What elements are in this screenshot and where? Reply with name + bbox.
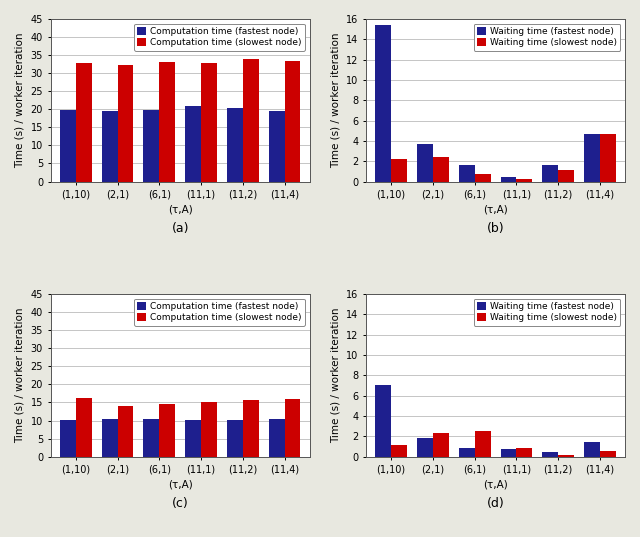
Bar <box>500 177 516 182</box>
Bar <box>459 447 475 456</box>
Bar <box>542 452 558 456</box>
Bar <box>269 112 285 182</box>
Bar <box>433 157 449 182</box>
Legend: Waiting time (fastest node), Waiting time (slowest node): Waiting time (fastest node), Waiting tim… <box>474 24 621 50</box>
Bar <box>201 63 217 182</box>
Legend: Waiting time (fastest node), Waiting time (slowest node): Waiting time (fastest node), Waiting tim… <box>474 299 621 325</box>
X-axis label: (τ,A): (τ,A) <box>168 205 193 215</box>
Bar <box>185 420 201 456</box>
Bar <box>391 446 407 456</box>
Bar <box>500 448 516 456</box>
Legend: Computation time (fastest node), Computation time (slowest node): Computation time (fastest node), Computa… <box>134 299 305 325</box>
Bar <box>102 112 118 182</box>
Bar <box>269 419 285 456</box>
Bar <box>584 442 600 456</box>
Bar <box>558 170 574 182</box>
Bar <box>516 179 532 182</box>
Bar <box>76 398 92 456</box>
X-axis label: (τ,A): (τ,A) <box>168 480 193 490</box>
Legend: Computation time (fastest node), Computation time (slowest node): Computation time (fastest node), Computa… <box>134 24 305 50</box>
Bar <box>227 420 243 456</box>
Bar <box>285 399 300 456</box>
Bar <box>475 431 490 456</box>
Text: (a): (a) <box>172 222 189 235</box>
X-axis label: (τ,A): (τ,A) <box>483 480 508 490</box>
Bar <box>417 144 433 182</box>
Bar <box>227 108 243 182</box>
Bar <box>118 407 133 456</box>
Bar <box>243 400 259 456</box>
Bar <box>600 134 616 182</box>
Bar <box>285 61 300 182</box>
Bar <box>417 438 433 456</box>
Bar <box>516 448 532 456</box>
Bar <box>60 110 76 182</box>
Bar <box>584 134 600 182</box>
Bar <box>375 25 391 182</box>
Bar <box>185 106 201 182</box>
Bar <box>475 175 490 182</box>
Bar <box>600 451 616 456</box>
Y-axis label: Time (s) / worker iteration: Time (s) / worker iteration <box>15 33 25 168</box>
Y-axis label: Time (s) / worker iteration: Time (s) / worker iteration <box>330 308 340 443</box>
Y-axis label: Time (s) / worker iteration: Time (s) / worker iteration <box>15 308 25 443</box>
Y-axis label: Time (s) / worker iteration: Time (s) / worker iteration <box>330 33 340 168</box>
Bar <box>433 433 449 456</box>
Bar <box>143 111 159 182</box>
Bar <box>102 419 118 456</box>
Bar <box>159 62 175 182</box>
Bar <box>558 455 574 456</box>
Bar <box>391 159 407 182</box>
X-axis label: (τ,A): (τ,A) <box>483 205 508 215</box>
Bar <box>76 63 92 182</box>
Bar <box>243 59 259 182</box>
Bar <box>118 64 133 182</box>
Bar <box>375 384 391 456</box>
Bar <box>159 404 175 456</box>
Text: (d): (d) <box>486 497 504 510</box>
Bar <box>60 420 76 456</box>
Text: (b): (b) <box>486 222 504 235</box>
Bar <box>459 165 475 182</box>
Bar <box>143 419 159 456</box>
Bar <box>201 402 217 456</box>
Bar <box>542 165 558 182</box>
Text: (c): (c) <box>172 497 189 510</box>
